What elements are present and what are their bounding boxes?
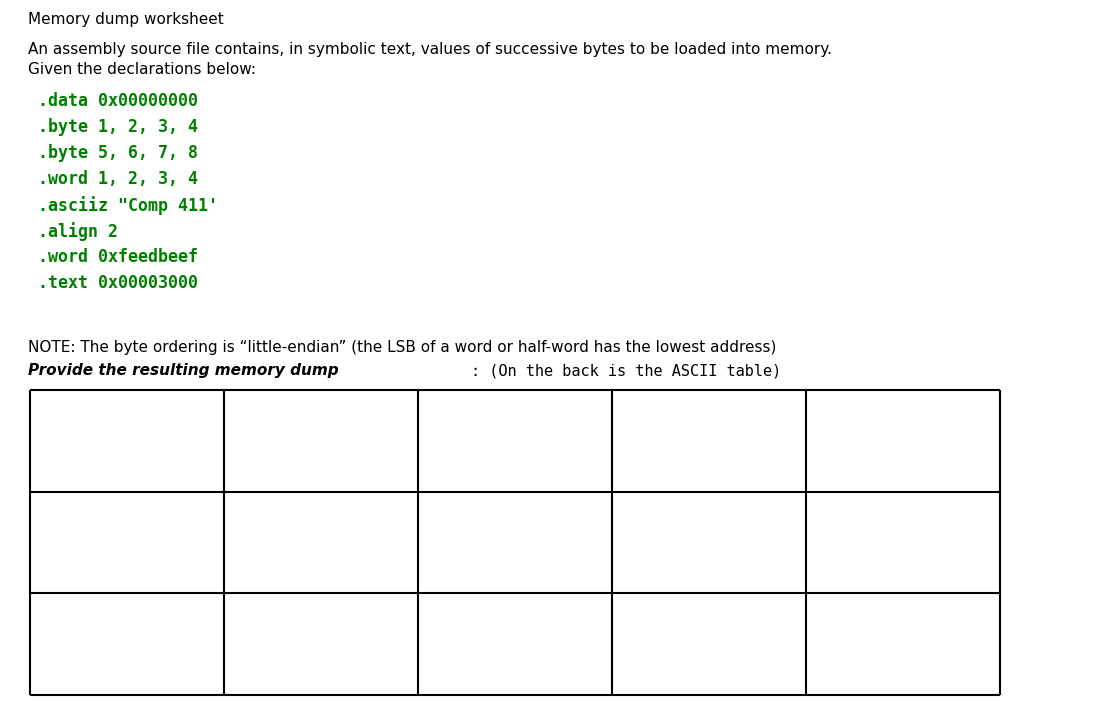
Text: .word 1, 2, 3, 4: .word 1, 2, 3, 4 [38, 170, 198, 188]
Text: Given the declarations below:: Given the declarations below: [28, 62, 256, 77]
Text: NOTE: The byte ordering is “little-endian” (the LSB of a word or half-word has t: NOTE: The byte ordering is “little-endia… [28, 340, 777, 355]
Text: .byte 5, 6, 7, 8: .byte 5, 6, 7, 8 [38, 144, 198, 162]
Text: An assembly source file contains, in symbolic text, values of successive bytes t: An assembly source file contains, in sym… [28, 42, 833, 57]
Text: Provide the resulting memory dump: Provide the resulting memory dump [28, 363, 339, 378]
Text: Memory dump worksheet: Memory dump worksheet [28, 12, 224, 27]
Text: .asciiz "Comp 411': .asciiz "Comp 411' [38, 196, 218, 215]
Text: .byte 1, 2, 3, 4: .byte 1, 2, 3, 4 [38, 118, 198, 136]
Text: .align 2: .align 2 [38, 222, 118, 241]
Text: .data 0x00000000: .data 0x00000000 [38, 92, 198, 110]
Text: .text 0x00003000: .text 0x00003000 [38, 274, 198, 292]
Text: : (On the back is the ASCII table): : (On the back is the ASCII table) [472, 363, 781, 378]
Text: .word 0xfeedbeef: .word 0xfeedbeef [38, 248, 198, 266]
